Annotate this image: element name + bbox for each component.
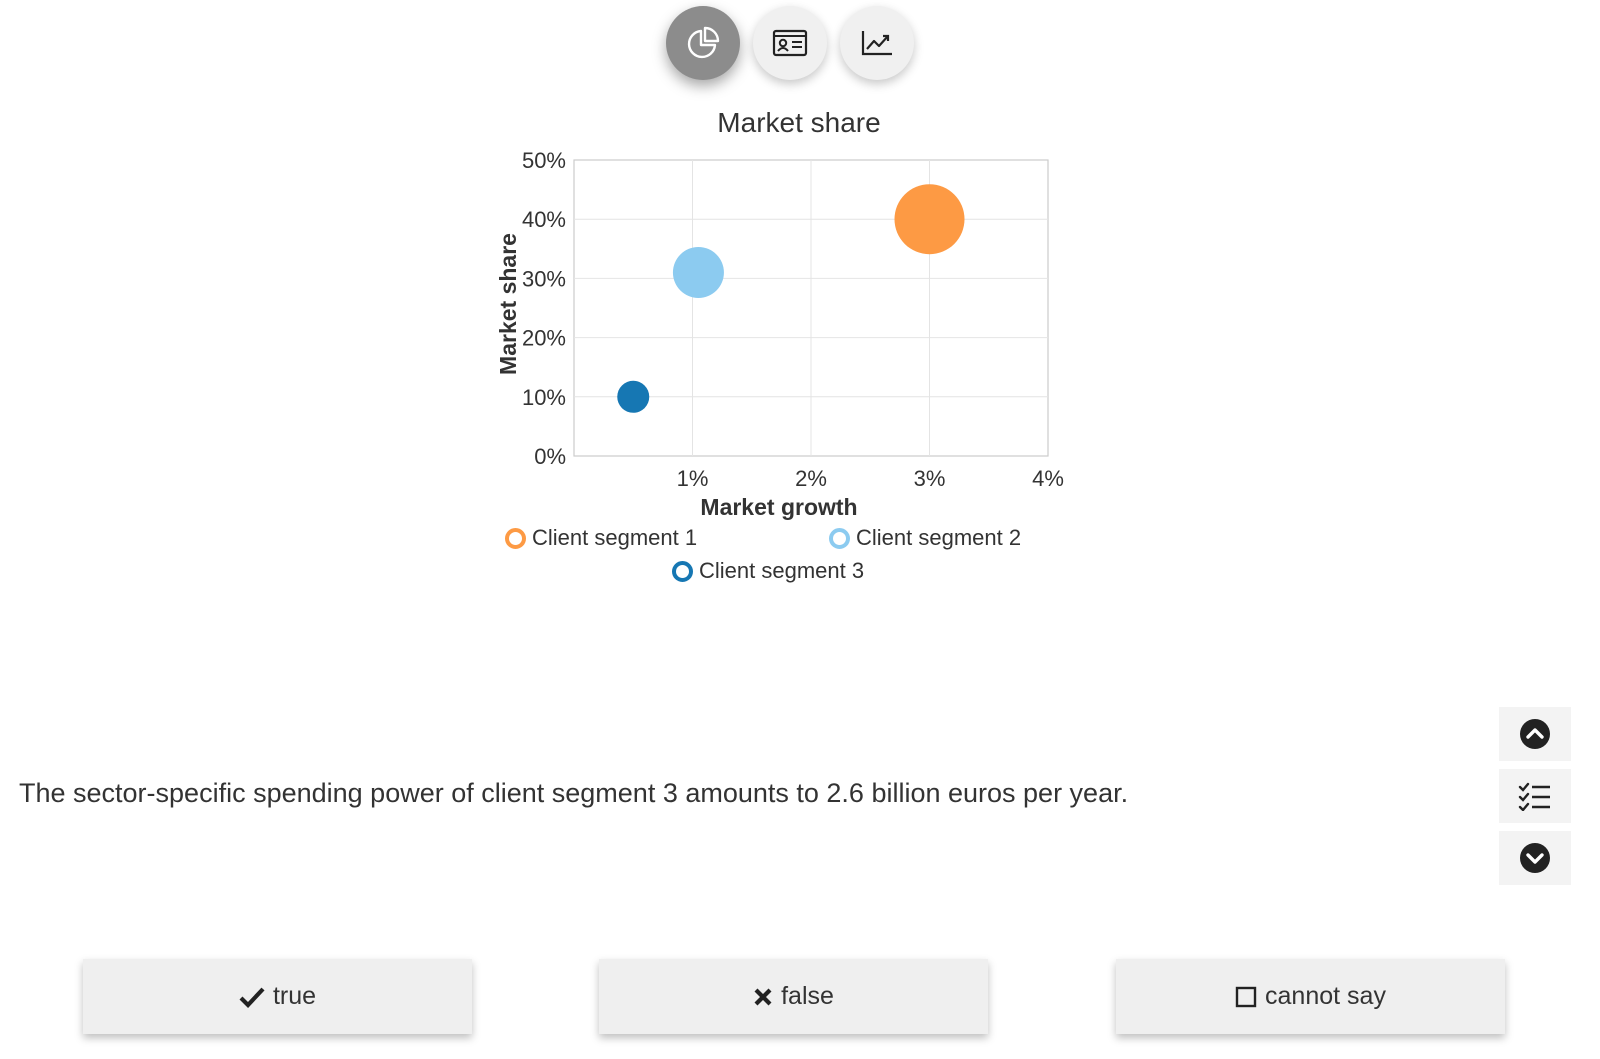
chevron-down-icon	[1520, 843, 1550, 873]
checkbox-icon	[1235, 986, 1257, 1008]
chart-title: Market share	[717, 107, 880, 138]
answer-false-button[interactable]: false	[599, 959, 988, 1034]
legend-label: Client segment 3	[699, 558, 865, 583]
bubble-client-segment-1[interactable]	[894, 184, 965, 255]
chart-grid	[574, 160, 1048, 456]
chart-bubbles	[617, 184, 965, 413]
y-tick-label: 0%	[534, 444, 566, 469]
tab-pie-chart[interactable]	[666, 6, 740, 80]
answer-label: cannot say	[1265, 982, 1386, 1010]
legend-marker-icon	[829, 527, 850, 549]
legend-label: Client segment 1	[532, 525, 698, 550]
bubble-chart: Market share 0%10%20%30%40%50% 1% 2% 3% 4% …	[495, 107, 1064, 520]
contact-card-icon	[772, 29, 808, 57]
x-axis-ticks: 1% 2% 3% 4%	[677, 466, 1064, 491]
x-tick-label: 3%	[914, 466, 946, 491]
chart-view-tabs	[0, 6, 1600, 86]
answer-label: false	[781, 982, 834, 1010]
bubble-client-segment-2[interactable]	[672, 246, 724, 298]
y-tick-label: 30%	[522, 266, 566, 291]
next-question-button[interactable]	[1499, 831, 1571, 885]
bubble-client-segment-3[interactable]	[617, 380, 650, 413]
answer-true-button[interactable]: true	[83, 959, 472, 1034]
tab-line-chart[interactable]	[840, 6, 914, 80]
tab-contact-card[interactable]	[753, 6, 827, 80]
legend-item-segment-3[interactable]: Client segment 3	[672, 558, 864, 584]
x-tick-label: 2%	[795, 466, 827, 491]
question-list-button[interactable]	[1499, 769, 1571, 823]
y-tick-label: 50%	[522, 148, 566, 173]
previous-question-button[interactable]	[1499, 707, 1571, 761]
legend-marker-icon	[672, 560, 693, 582]
x-tick-label: 4%	[1032, 466, 1064, 491]
legend-marker-icon	[505, 527, 526, 549]
y-tick-label: 40%	[522, 207, 566, 232]
cross-icon	[753, 987, 773, 1007]
answer-cannot-say-button[interactable]: cannot say	[1116, 959, 1505, 1034]
legend-item-segment-2[interactable]: Client segment 2	[829, 525, 1021, 551]
y-tick-label: 20%	[522, 326, 566, 351]
y-axis-title: Market share	[495, 233, 521, 375]
checklist-icon	[1518, 782, 1550, 811]
x-tick-label: 1%	[677, 466, 709, 491]
pie-chart-icon	[687, 26, 720, 59]
answer-label: true	[272, 982, 317, 1010]
question-statement: The sector-specific spending power of cl…	[19, 778, 1129, 808]
y-tick-label: 10%	[522, 385, 566, 410]
chevron-up-icon	[1520, 719, 1550, 749]
line-chart-icon	[861, 31, 892, 56]
check-icon	[239, 986, 265, 1008]
legend-label: Client segment 2	[856, 525, 1022, 550]
legend-item-segment-1[interactable]: Client segment 1	[505, 525, 697, 551]
x-axis-title: Market growth	[700, 494, 857, 520]
y-axis-ticks: 0% 10% 20% 30% 40% 50%	[522, 148, 566, 469]
